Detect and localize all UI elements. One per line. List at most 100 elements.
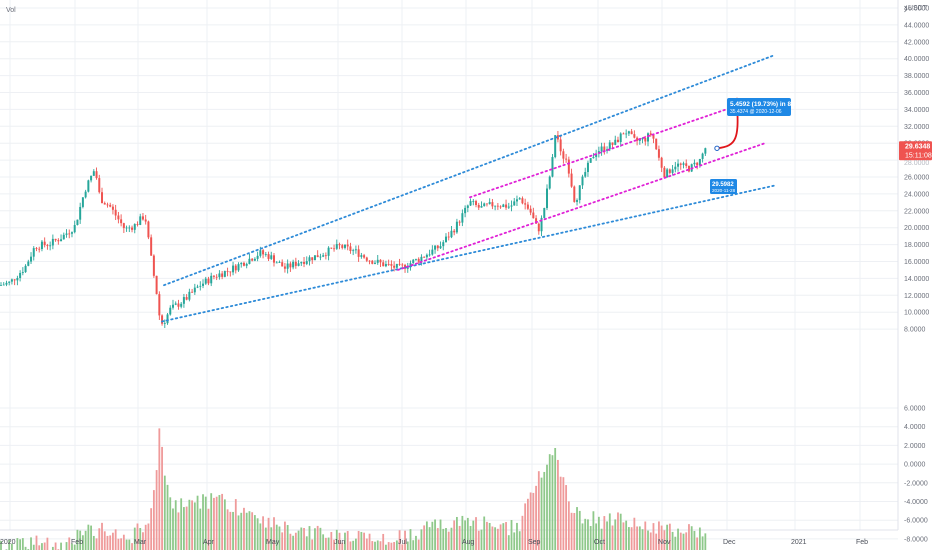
volume-bar xyxy=(158,428,161,550)
volume-bar xyxy=(499,524,502,550)
volume-bar xyxy=(382,533,385,550)
candle-body xyxy=(215,276,218,278)
volume-bar xyxy=(488,522,491,550)
time-tick-label: 2020 xyxy=(0,539,16,546)
volume-bar xyxy=(425,521,428,550)
blue-channel-lower xyxy=(161,184,776,323)
volume-bar xyxy=(16,538,19,550)
candle-body xyxy=(177,303,180,307)
candle-body xyxy=(128,227,131,229)
volume-indicator-label: Vol xyxy=(6,7,16,14)
time-tick-label: Dec xyxy=(723,539,736,546)
candle-body xyxy=(510,205,513,207)
volume-bar xyxy=(284,521,286,550)
candle-body xyxy=(573,186,576,202)
volume-bar xyxy=(109,535,112,550)
candle-body xyxy=(472,201,475,202)
candle-body xyxy=(303,261,306,264)
volume-bar xyxy=(226,509,229,550)
candle-body xyxy=(611,142,614,145)
candle-body xyxy=(204,278,207,284)
volume-bar xyxy=(41,543,43,550)
candle-body xyxy=(608,142,611,150)
candle-body xyxy=(221,273,224,277)
volume-bar xyxy=(502,523,505,550)
candle-body xyxy=(698,158,701,166)
candle-body xyxy=(106,204,109,206)
candle-body xyxy=(49,245,52,247)
candle-body xyxy=(466,205,469,208)
volume-bar xyxy=(232,511,234,550)
volume-bar xyxy=(671,531,674,550)
candle-body xyxy=(139,216,142,225)
candle-body xyxy=(62,234,65,240)
time-tick-label: 2021 xyxy=(791,539,807,546)
volume-bar xyxy=(30,537,32,550)
time-tick-label: Aug xyxy=(462,539,475,546)
candle-body xyxy=(447,236,450,238)
volume-bar xyxy=(221,493,224,550)
volume-tick-label: 2.0000 xyxy=(904,443,926,450)
volume-bar xyxy=(177,512,180,550)
volume-bar xyxy=(32,544,35,550)
candle-body xyxy=(319,256,322,258)
volume-bar xyxy=(68,537,71,550)
volume-bar xyxy=(677,528,679,550)
candles xyxy=(0,128,707,329)
current-price-badge xyxy=(899,141,932,161)
candle-body xyxy=(338,244,341,246)
volume-bar xyxy=(393,542,396,550)
volume-bar xyxy=(688,524,690,550)
volume-bar xyxy=(311,539,314,550)
candle-body xyxy=(600,146,603,152)
candle-body xyxy=(491,202,494,207)
volume-bar xyxy=(79,530,82,550)
volume-bar xyxy=(404,530,406,550)
candle-body xyxy=(324,255,327,257)
candle-body xyxy=(374,262,377,264)
time-axis[interactable]: 2020 Feb Mar Apr May Jun Jul Aug Sep Oct Nov Dec 202… xyxy=(0,539,868,546)
volume-bar xyxy=(395,540,398,550)
price-tick-label: 24.0000 xyxy=(904,191,929,198)
candle-body xyxy=(677,163,680,167)
volume-bar xyxy=(133,527,136,550)
volume-tick-label: 4.0000 xyxy=(904,424,926,431)
volume-bar xyxy=(516,522,518,550)
candle-body xyxy=(333,248,336,250)
candle-body xyxy=(161,315,164,324)
volume-bar xyxy=(475,517,477,550)
candle-body xyxy=(485,203,488,205)
volume-bar xyxy=(324,537,327,550)
volume-bar xyxy=(496,528,499,550)
candle-body xyxy=(300,261,303,264)
candle-body xyxy=(240,262,243,265)
candle-body xyxy=(439,246,442,249)
volume-bar xyxy=(21,538,24,550)
trend-channels xyxy=(161,54,776,323)
volume-tick-label: -6.0000 xyxy=(904,518,928,525)
candle-body xyxy=(182,297,185,304)
volume-tick-label: -4.0000 xyxy=(904,499,928,506)
candle-body xyxy=(627,131,630,134)
volume-bar xyxy=(658,521,660,550)
candle-body xyxy=(84,191,87,198)
candle-body xyxy=(147,221,150,238)
candle-body xyxy=(60,239,63,242)
volume-bar xyxy=(597,516,600,550)
candle-body xyxy=(458,221,461,223)
volume-bar xyxy=(385,544,387,550)
volume-bar xyxy=(535,485,537,550)
candle-body xyxy=(357,249,360,257)
volume-bar xyxy=(71,543,73,550)
candle-body xyxy=(425,254,428,258)
volume-bar xyxy=(82,535,84,550)
candle-body xyxy=(636,137,639,141)
price-tick-label: 32.0000 xyxy=(904,124,929,131)
volume-bar xyxy=(606,521,608,550)
price-axis[interactable]: 46.0000 44.0000 42.0000 40.0000 38.0000 36.00… xyxy=(899,5,932,543)
candle-body xyxy=(382,262,385,267)
candle-body xyxy=(685,163,688,166)
volume-bar xyxy=(628,527,630,550)
candle-body xyxy=(616,139,619,143)
